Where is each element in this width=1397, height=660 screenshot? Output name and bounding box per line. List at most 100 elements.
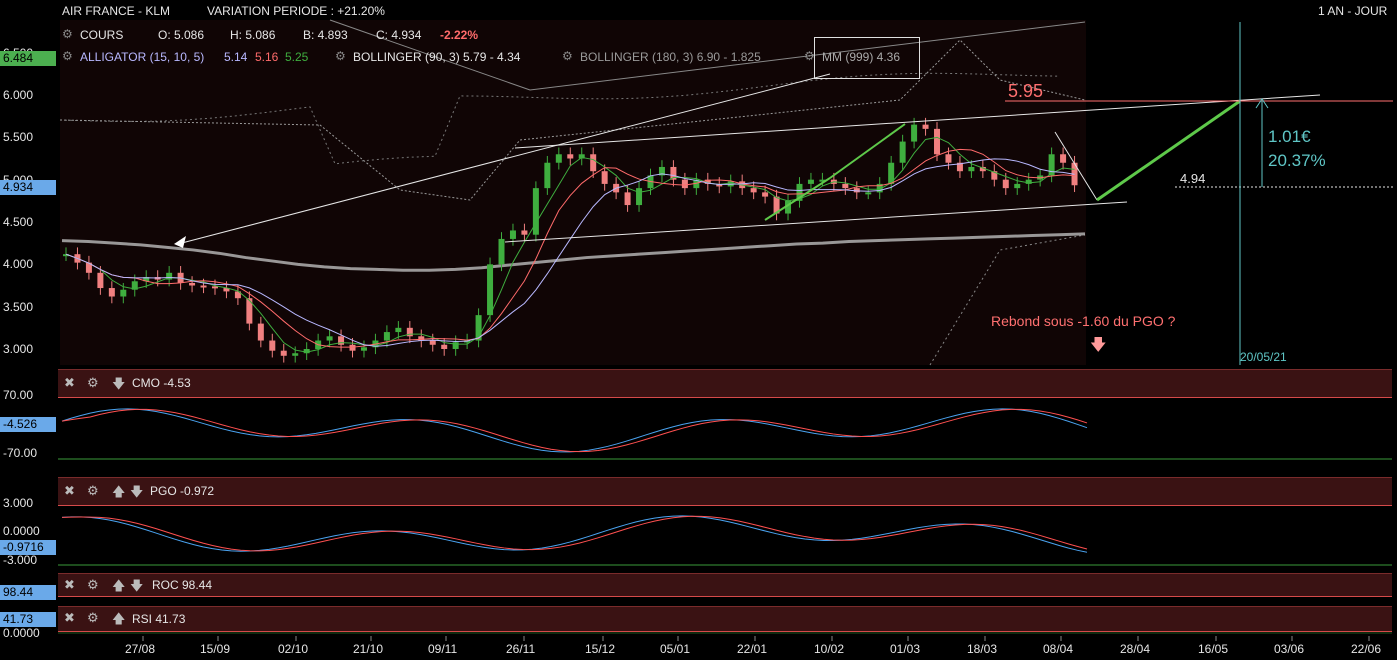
candle-body [773, 196, 780, 214]
candle-body [750, 188, 757, 193]
price-tick-label: 3.000 [3, 342, 34, 356]
cmo-line [61, 408, 1088, 453]
candle-body [842, 183, 849, 189]
price-tick-label: 5.500 [3, 130, 34, 145]
pgo-close-icon[interactable]: ✖ [64, 483, 75, 498]
cmo-panel-header: ✖ ⚙ 🡇 CMO -4.53 [58, 369, 1392, 398]
candle-body [338, 336, 345, 345]
roc-move-up-icon[interactable]: 🡅 [112, 578, 126, 593]
period-variation: VARIATION PERIODE : +21.20% [207, 4, 385, 18]
target-price-label: 5.95 [1008, 81, 1044, 101]
candle-body [1014, 183, 1021, 189]
bollinger1-settings-gear-icon[interactable]: ⚙ [335, 49, 346, 63]
candle-body [1060, 154, 1067, 163]
candle-body [475, 315, 482, 341]
candle-body [636, 188, 643, 206]
pgo-panel-header: ✖ ⚙ 🡅 🡇 PGO -0.972 [58, 477, 1392, 506]
candle-body [108, 288, 115, 297]
bollinger-90-band [59, 39, 1086, 201]
date-tick-label: 01/03 [890, 642, 921, 656]
rsi-settings-gear-icon[interactable]: ⚙ [87, 610, 99, 625]
roc-panel-header: ✖ ⚙ 🡅 🡇 ROC 98.44 [58, 573, 1392, 597]
candle-body [200, 285, 207, 288]
candle-body [498, 238, 505, 265]
mm-label: MM (999) 4.36 [822, 50, 901, 64]
pgo-move-down-icon[interactable]: 🡇 [130, 484, 144, 499]
alligator-lips-line [65, 136, 1075, 353]
mm-999-line [61, 232, 1086, 272]
roc-close-icon[interactable]: ✖ [64, 577, 75, 592]
rsi-last-badge: 41.73 [0, 612, 56, 627]
pullback-line [1054, 131, 1098, 201]
candle-body [796, 183, 803, 201]
bollinger2-settings-gear-icon[interactable]: ⚙ [562, 49, 573, 63]
candle-body [280, 350, 287, 356]
roc-move-down-icon[interactable]: 🡇 [130, 578, 144, 593]
bollinger-90-upper [59, 72, 1061, 165]
candle-body [899, 141, 906, 163]
candle-body [762, 192, 769, 197]
cmo-move-down-icon[interactable]: 🡇 [112, 376, 126, 391]
candle-body [601, 171, 608, 184]
candle-body [418, 336, 425, 341]
candle-body [555, 154, 562, 163]
close-value: C: 4.934 [376, 28, 422, 42]
rsi-close-icon[interactable]: ✖ [64, 610, 75, 625]
pgo-signal-line [61, 515, 1088, 552]
candle-body [681, 179, 688, 189]
candle-body [269, 340, 276, 351]
cmo-close-icon[interactable]: ✖ [64, 375, 75, 390]
candle-body [326, 336, 333, 341]
pgo-title: PGO -0.972 [150, 484, 215, 498]
candle-body [257, 323, 264, 341]
cmo-signal-line [61, 408, 1088, 453]
bollinger-180-label: BOLLINGER (180, 3) 6.90 - 1.825 [580, 50, 761, 64]
candle-body [395, 327, 402, 333]
candle-body [968, 166, 975, 172]
alligator-teeth-line [65, 148, 1075, 348]
price-tick-label: 4.500 [3, 215, 34, 229]
date-tick-label: 15/12 [585, 642, 616, 656]
mm-callout-box [814, 37, 920, 79]
candle-body [292, 353, 299, 356]
candle-body [991, 171, 998, 180]
alligator-value-1: 5.14 [224, 50, 248, 64]
roc-settings-gear-icon[interactable]: ⚙ [87, 577, 99, 592]
candle-body [383, 332, 390, 341]
period-selector[interactable]: 1 AN - JOUR [1318, 4, 1388, 18]
pgo-move-up-icon[interactable]: 🡅 [112, 484, 126, 499]
candle-body [211, 286, 218, 289]
bollinger-180-upper [329, 19, 1086, 91]
mm-settings-gear-icon[interactable]: ⚙ [804, 49, 815, 63]
cours-settings-gear-icon[interactable]: ⚙ [62, 27, 73, 41]
candle-body [979, 166, 986, 172]
candle-body [785, 200, 792, 214]
candle-body [1025, 179, 1032, 184]
rsi-move-up-icon[interactable]: 🡅 [112, 611, 126, 626]
date-tick-label: 03/06 [1274, 642, 1305, 656]
candle-body [166, 272, 173, 280]
candle-body [865, 192, 872, 195]
date-marker-label: 20/05/21 [1240, 350, 1287, 364]
mm-callout-pointer [177, 73, 831, 245]
alligator-label: ALLIGATOR (15, 10, 5) [80, 50, 205, 64]
pgo-settings-gear-icon[interactable]: ⚙ [87, 483, 99, 498]
cmo-settings-gear-icon[interactable]: ⚙ [87, 375, 99, 390]
candle-body [509, 230, 516, 239]
pgo-line [61, 515, 1088, 553]
change-value: -2.22% [440, 28, 479, 42]
candle-body [934, 128, 941, 155]
callout-arrowhead [174, 236, 186, 248]
cmo-lower-level: -70.00 [3, 446, 38, 460]
cmo-upper-level: 70.00 [3, 388, 34, 402]
down-arrow-icon: 🡇 [1090, 337, 1107, 354]
candle-body [693, 179, 700, 189]
candle-body [658, 166, 665, 176]
candle-body [406, 327, 413, 337]
alligator-settings-gear-icon[interactable]: ⚙ [62, 49, 73, 63]
channel-lower-line [504, 201, 1128, 243]
pgo-mid-level: 0.0000 [3, 524, 40, 538]
bollinger-90-label: BOLLINGER (90, 3) 5.79 - 4.34 [353, 50, 521, 64]
alligator-value-2: 5.16 [255, 50, 279, 64]
